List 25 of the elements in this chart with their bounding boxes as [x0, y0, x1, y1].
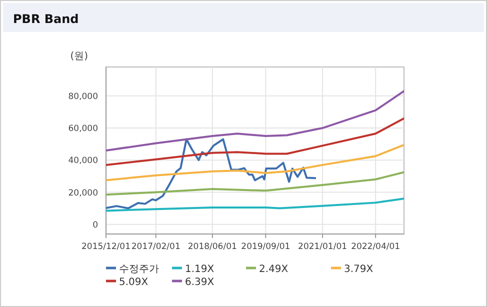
line-series: [106, 144, 404, 182]
legend-label: 1.19X: [185, 264, 214, 275]
y-tick-label: 40,000: [68, 156, 98, 166]
y-tick-label: 20,000: [68, 188, 98, 198]
x-tick-label: 2021/01/01: [298, 242, 348, 252]
x-tick-label: 2019/09/01: [241, 242, 290, 252]
y-axis-title: (원): [70, 51, 88, 62]
x-tick-label: 2015/12/01: [82, 242, 130, 252]
legend-label: 2.49X: [259, 264, 288, 275]
legend-label: 3.79X: [344, 264, 374, 275]
x-tick-label: 2022/04/01: [351, 242, 400, 252]
y-tick-label: 80,000: [68, 92, 98, 102]
legend-label: 수정주가: [119, 264, 159, 275]
y-tick-label: 0: [92, 220, 98, 230]
line-series: [106, 117, 404, 166]
y-tick-label: 60,000: [68, 124, 98, 134]
chart-title: PBR Band: [13, 12, 79, 26]
x-tick-label: 2017/02/01: [131, 242, 180, 252]
line-series: [106, 90, 404, 152]
legend-label: 6.39X: [185, 277, 214, 288]
line-series: [106, 198, 404, 212]
legend-label: 5.09X: [119, 277, 148, 288]
line-series: [106, 171, 404, 196]
x-tick-label: 2018/06/01: [188, 242, 237, 252]
line-series: [106, 138, 316, 210]
